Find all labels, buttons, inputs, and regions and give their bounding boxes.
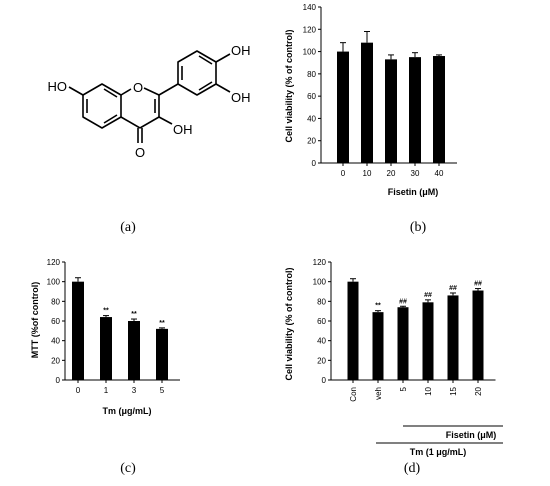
- chart-b-ytick-label: 0: [312, 159, 317, 168]
- chart-c-ytick-label: 100: [47, 278, 61, 287]
- chart-c-ytick-label: 20: [51, 356, 60, 365]
- chart-b-xtick-label: 20: [387, 169, 396, 178]
- chart-b-ytick-label: 100: [303, 48, 317, 57]
- chart-c-ytick-label: 80: [51, 297, 60, 306]
- atom-oh-3: OH: [173, 122, 193, 137]
- atom-o-ring: O: [133, 80, 143, 95]
- chart-d-bar: [397, 307, 409, 380]
- chart-c-ylabel: MTT (%of control): [30, 282, 40, 358]
- chart-d-significance-label: ##: [449, 285, 457, 292]
- chart-b-xtick-label: 10: [363, 169, 372, 178]
- chart-b-ytick-label: 140: [303, 3, 317, 12]
- chart-d-xtick-label: 20: [474, 386, 483, 395]
- fisetin-atoms: O O OH HO OH OH: [48, 43, 251, 160]
- atom-ho-7: HO: [48, 79, 68, 94]
- chart-b-bar: [337, 51, 349, 164]
- chart-d-ytick-label: 20: [317, 356, 326, 365]
- chart-c-xtick-label: 0: [76, 386, 81, 395]
- chart-d-xtick-label: 15: [449, 386, 458, 395]
- chart-b-bar: [385, 59, 397, 163]
- chart-d-significance-label: ##: [399, 298, 407, 305]
- panel-label-b: (b): [410, 220, 427, 235]
- atom-oh-4p: OH: [231, 43, 251, 58]
- chart-b-xtick-label: 0: [341, 169, 346, 178]
- chart-d-ylabel: Cell viability (% of control): [284, 267, 294, 380]
- fisetin-structure: [68, 50, 231, 143]
- panel-label-a: (a): [120, 220, 136, 235]
- chart-c-bar: [156, 328, 168, 380]
- chart-b-bar: [433, 56, 445, 163]
- chart-c-ytick-label: 0: [56, 376, 61, 385]
- tm-group-label: Tm (1 μg/mL): [410, 447, 467, 457]
- chart-d-significance-label: ##: [424, 292, 432, 299]
- chart-b-ytick-label: 60: [307, 92, 316, 101]
- chart-b-xtick-label: 30: [411, 169, 420, 178]
- chart-d-ytick-label: 40: [317, 337, 326, 346]
- chart-c-significance-label: **: [103, 308, 109, 315]
- chart-d-significance-label: **: [375, 303, 381, 310]
- chart-d-significance-label: ##: [474, 281, 482, 288]
- chart-d-fisetin-tm-viability: Cell viability (% of control) Fisetin (μ…: [284, 258, 503, 457]
- fisetin-group-label: Fisetin (μM): [446, 430, 497, 440]
- chart-c-significance-label: **: [131, 311, 137, 318]
- chart-d-bar: [347, 281, 359, 380]
- chart-d-ytick-label: 60: [317, 317, 326, 326]
- chart-c-ytick-label: 120: [47, 258, 61, 267]
- panel-label-c: (c): [120, 461, 136, 476]
- chart-b-ytick-label: 80: [307, 70, 316, 79]
- panel-label-d: (d): [404, 461, 421, 476]
- chart-b-ytick-label: 40: [307, 114, 316, 123]
- chart-c-bar: [128, 321, 140, 380]
- chart-d-bar: [422, 302, 434, 380]
- chart-b-ytick-label: 120: [303, 25, 317, 34]
- chart-b-bar: [361, 42, 373, 163]
- chart-b-ytick-label: 20: [307, 137, 316, 146]
- atom-oh-3p: OH: [231, 90, 251, 105]
- chart-d-ytick-label: 100: [313, 278, 327, 287]
- chart-b-ylabel: Cell viability (% of control): [284, 29, 294, 142]
- chart-c-significance-label: **: [159, 320, 165, 327]
- atom-o-carbonyl: O: [135, 145, 145, 160]
- chart-d-xtick-label: 5: [399, 386, 408, 391]
- chart-d-xtick-label: veh: [374, 387, 383, 400]
- chart-c-ytick-label: 60: [51, 317, 60, 326]
- chart-b-fisetin-viability: Cell viability (% of control) Fisetin (μ…: [284, 3, 457, 197]
- chart-d-xtick-label: Con: [349, 387, 358, 402]
- chart-d-bar: [372, 312, 384, 380]
- chart-c-xtick-label: 1: [104, 386, 109, 395]
- chart-c-ytick-label: 40: [51, 337, 60, 346]
- chart-c-xlabel: Tm (μg/mL): [103, 406, 152, 416]
- chart-b-xtick-label: 40: [435, 169, 444, 178]
- chart-d-xtick-label: 10: [424, 386, 433, 395]
- chart-d-bar: [472, 290, 484, 380]
- chart-c-xtick-label: 5: [160, 386, 165, 395]
- chart-d-ytick-label: 80: [317, 297, 326, 306]
- chart-d-ytick-label: 120: [313, 258, 327, 267]
- chart-d-ytick-label: 0: [322, 376, 327, 385]
- chart-c-tm-mtt: MTT (%of control) Tm (μg/mL) 02040608010…: [30, 258, 180, 416]
- chart-c-xtick-label: 3: [132, 386, 137, 395]
- chart-b-xlabel: Fisetin (μM): [388, 187, 439, 197]
- chart-c-bar: [100, 317, 112, 380]
- chart-b-bar: [409, 57, 421, 164]
- chart-c-bar: [72, 281, 84, 380]
- chart-d-bar: [447, 295, 459, 380]
